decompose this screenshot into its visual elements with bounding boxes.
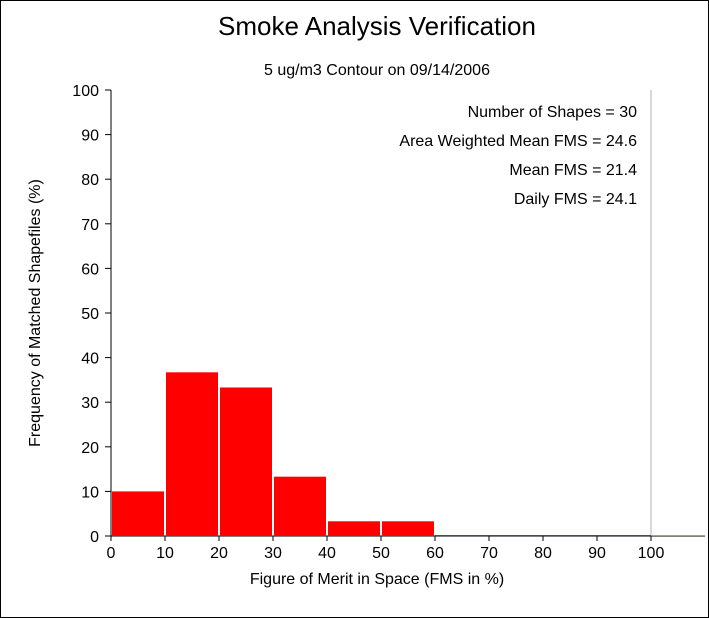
y-tick-label: 80 (81, 172, 99, 189)
stat-line: Daily FMS = 24.1 (514, 191, 637, 208)
chart-title: Smoke Analysis Verification (218, 11, 536, 41)
x-tick-label: 50 (372, 545, 390, 562)
histogram-bar (166, 372, 218, 536)
x-tick-label: 60 (426, 545, 444, 562)
y-tick-label: 30 (81, 395, 99, 412)
stat-line: Area Weighted Mean FMS = 24.6 (399, 133, 637, 150)
x-tick-label: 40 (318, 545, 336, 562)
y-tick-label: 70 (81, 217, 99, 234)
chart-subtitle: 5 ug/m3 Contour on 09/14/2006 (264, 62, 490, 79)
y-tick-label: 50 (81, 306, 99, 323)
histogram-bar (328, 521, 380, 536)
x-tick-label: 0 (107, 545, 116, 562)
y-tick-label: 20 (81, 440, 99, 457)
x-tick-label: 70 (480, 545, 498, 562)
histogram-bar (382, 521, 434, 536)
y-tick-label: 10 (81, 484, 99, 501)
stat-line: Number of Shapes = 30 (468, 104, 638, 121)
y-axis-label: Frequency of Matched Shapefiles (%) (27, 179, 44, 447)
x-tick-label: 100 (638, 545, 665, 562)
x-tick-label: 30 (264, 545, 282, 562)
x-tick-label: 20 (210, 545, 228, 562)
x-tick-label: 90 (588, 545, 606, 562)
y-tick-label: 60 (81, 261, 99, 278)
stat-line: Mean FMS = 21.4 (509, 162, 637, 179)
y-tick-label: 100 (72, 83, 99, 100)
x-tick-label: 10 (156, 545, 174, 562)
y-tick-label: 90 (81, 128, 99, 145)
histogram-bar (274, 476, 326, 536)
x-tick-label: 80 (534, 545, 552, 562)
y-tick-label: 0 (90, 529, 99, 546)
histogram-bar (220, 387, 272, 536)
plot-area: 0 10 20 30 40 50 60 70 80 90 100 0 10 20 30 40 50 60 70 80 9… (72, 83, 705, 562)
x-axis-label: Figure of Merit in Space (FMS in %) (250, 571, 504, 588)
stats-box: Number of Shapes = 30 Area Weighted Mean … (399, 104, 637, 208)
histogram-bar (112, 491, 164, 536)
y-tick-label: 40 (81, 351, 99, 368)
